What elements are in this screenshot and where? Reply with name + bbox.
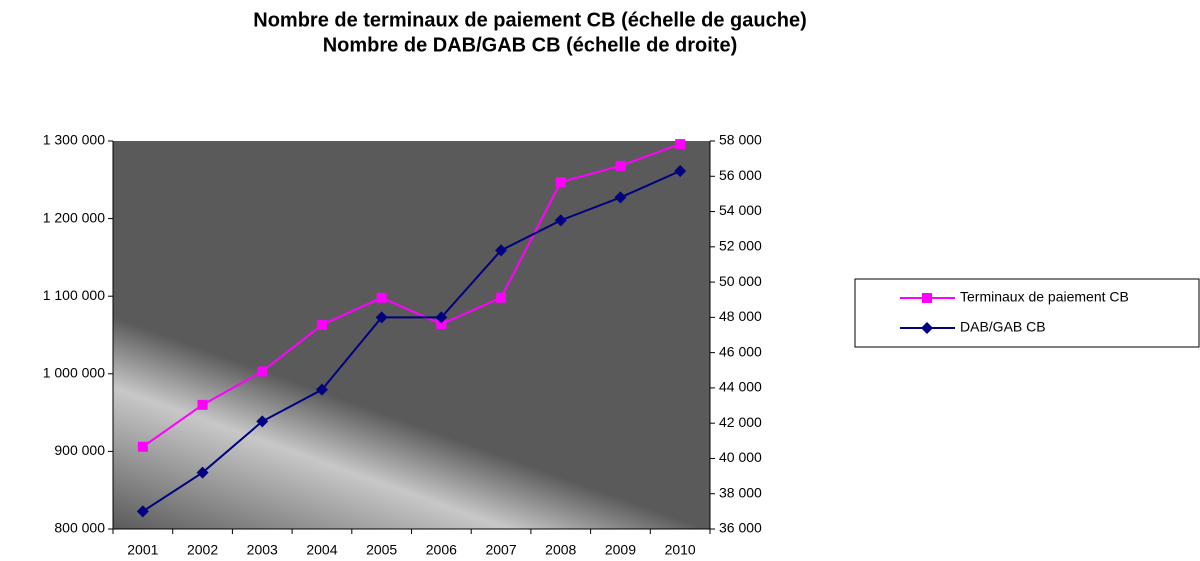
data-point	[675, 139, 686, 150]
y-tick-label: 800 000	[54, 520, 105, 536]
x-tick-label: 2001	[127, 542, 158, 558]
data-point	[196, 466, 209, 479]
y-tick-label: 900 000	[54, 442, 105, 458]
y2-tick-label: 46 000	[719, 343, 762, 359]
data-point	[495, 244, 508, 257]
data-point	[316, 319, 327, 330]
data-point	[436, 319, 447, 330]
legend-label: Terminaux de paiement CB	[960, 289, 1129, 305]
data-point	[615, 160, 626, 171]
x-tick-label: 2002	[187, 542, 218, 558]
x-tick-label: 2003	[247, 542, 278, 558]
y2-tick-label: 58 000	[719, 132, 762, 148]
data-point	[375, 311, 388, 324]
legend-marker	[921, 322, 933, 334]
y-tick-label: 1 000 000	[43, 365, 105, 381]
data-point	[674, 164, 687, 177]
y2-tick-label: 38 000	[719, 484, 762, 500]
x-tick-label: 2007	[485, 542, 516, 558]
x-tick-label: 2004	[306, 542, 337, 558]
data-point	[555, 177, 566, 188]
y-tick-label: 1 300 000	[43, 132, 105, 148]
y-tick-label: 1 100 000	[43, 287, 105, 303]
y2-tick-label: 40 000	[719, 449, 762, 465]
y2-tick-label: 52 000	[719, 238, 762, 254]
data-point	[197, 399, 208, 410]
y2-tick-label: 50 000	[719, 273, 762, 289]
data-point	[376, 292, 387, 303]
y-tick-label: 1 200 000	[43, 209, 105, 225]
legend-marker	[922, 293, 932, 303]
series-line	[142, 143, 681, 448]
data-point	[435, 311, 448, 324]
y2-tick-label: 42 000	[719, 414, 762, 430]
data-point	[257, 366, 268, 377]
x-tick-label: 2008	[545, 542, 576, 558]
series-line	[142, 170, 681, 513]
data-point	[137, 441, 148, 452]
legend-label: DAB/GAB CB	[960, 319, 1046, 335]
data-point	[256, 415, 269, 428]
x-tick-label: 2009	[605, 542, 636, 558]
y2-tick-label: 44 000	[719, 379, 762, 395]
x-tick-label: 2005	[366, 542, 397, 558]
chart-title: Nombre de DAB/GAB CB (échelle de droite)	[323, 34, 738, 56]
data-point	[496, 292, 507, 303]
x-tick-label: 2006	[426, 542, 457, 558]
y2-tick-label: 36 000	[719, 520, 762, 536]
data-point	[315, 383, 328, 396]
data-point	[614, 191, 627, 204]
x-tick-label: 2010	[665, 542, 696, 558]
y2-tick-label: 56 000	[719, 167, 762, 183]
data-point	[554, 214, 567, 227]
y2-tick-label: 48 000	[719, 308, 762, 324]
data-point	[136, 505, 149, 518]
legend	[854, 278, 1200, 348]
y2-tick-label: 54 000	[719, 202, 762, 218]
chart-title: Nombre de terminaux de paiement CB (éche…	[253, 9, 806, 31]
